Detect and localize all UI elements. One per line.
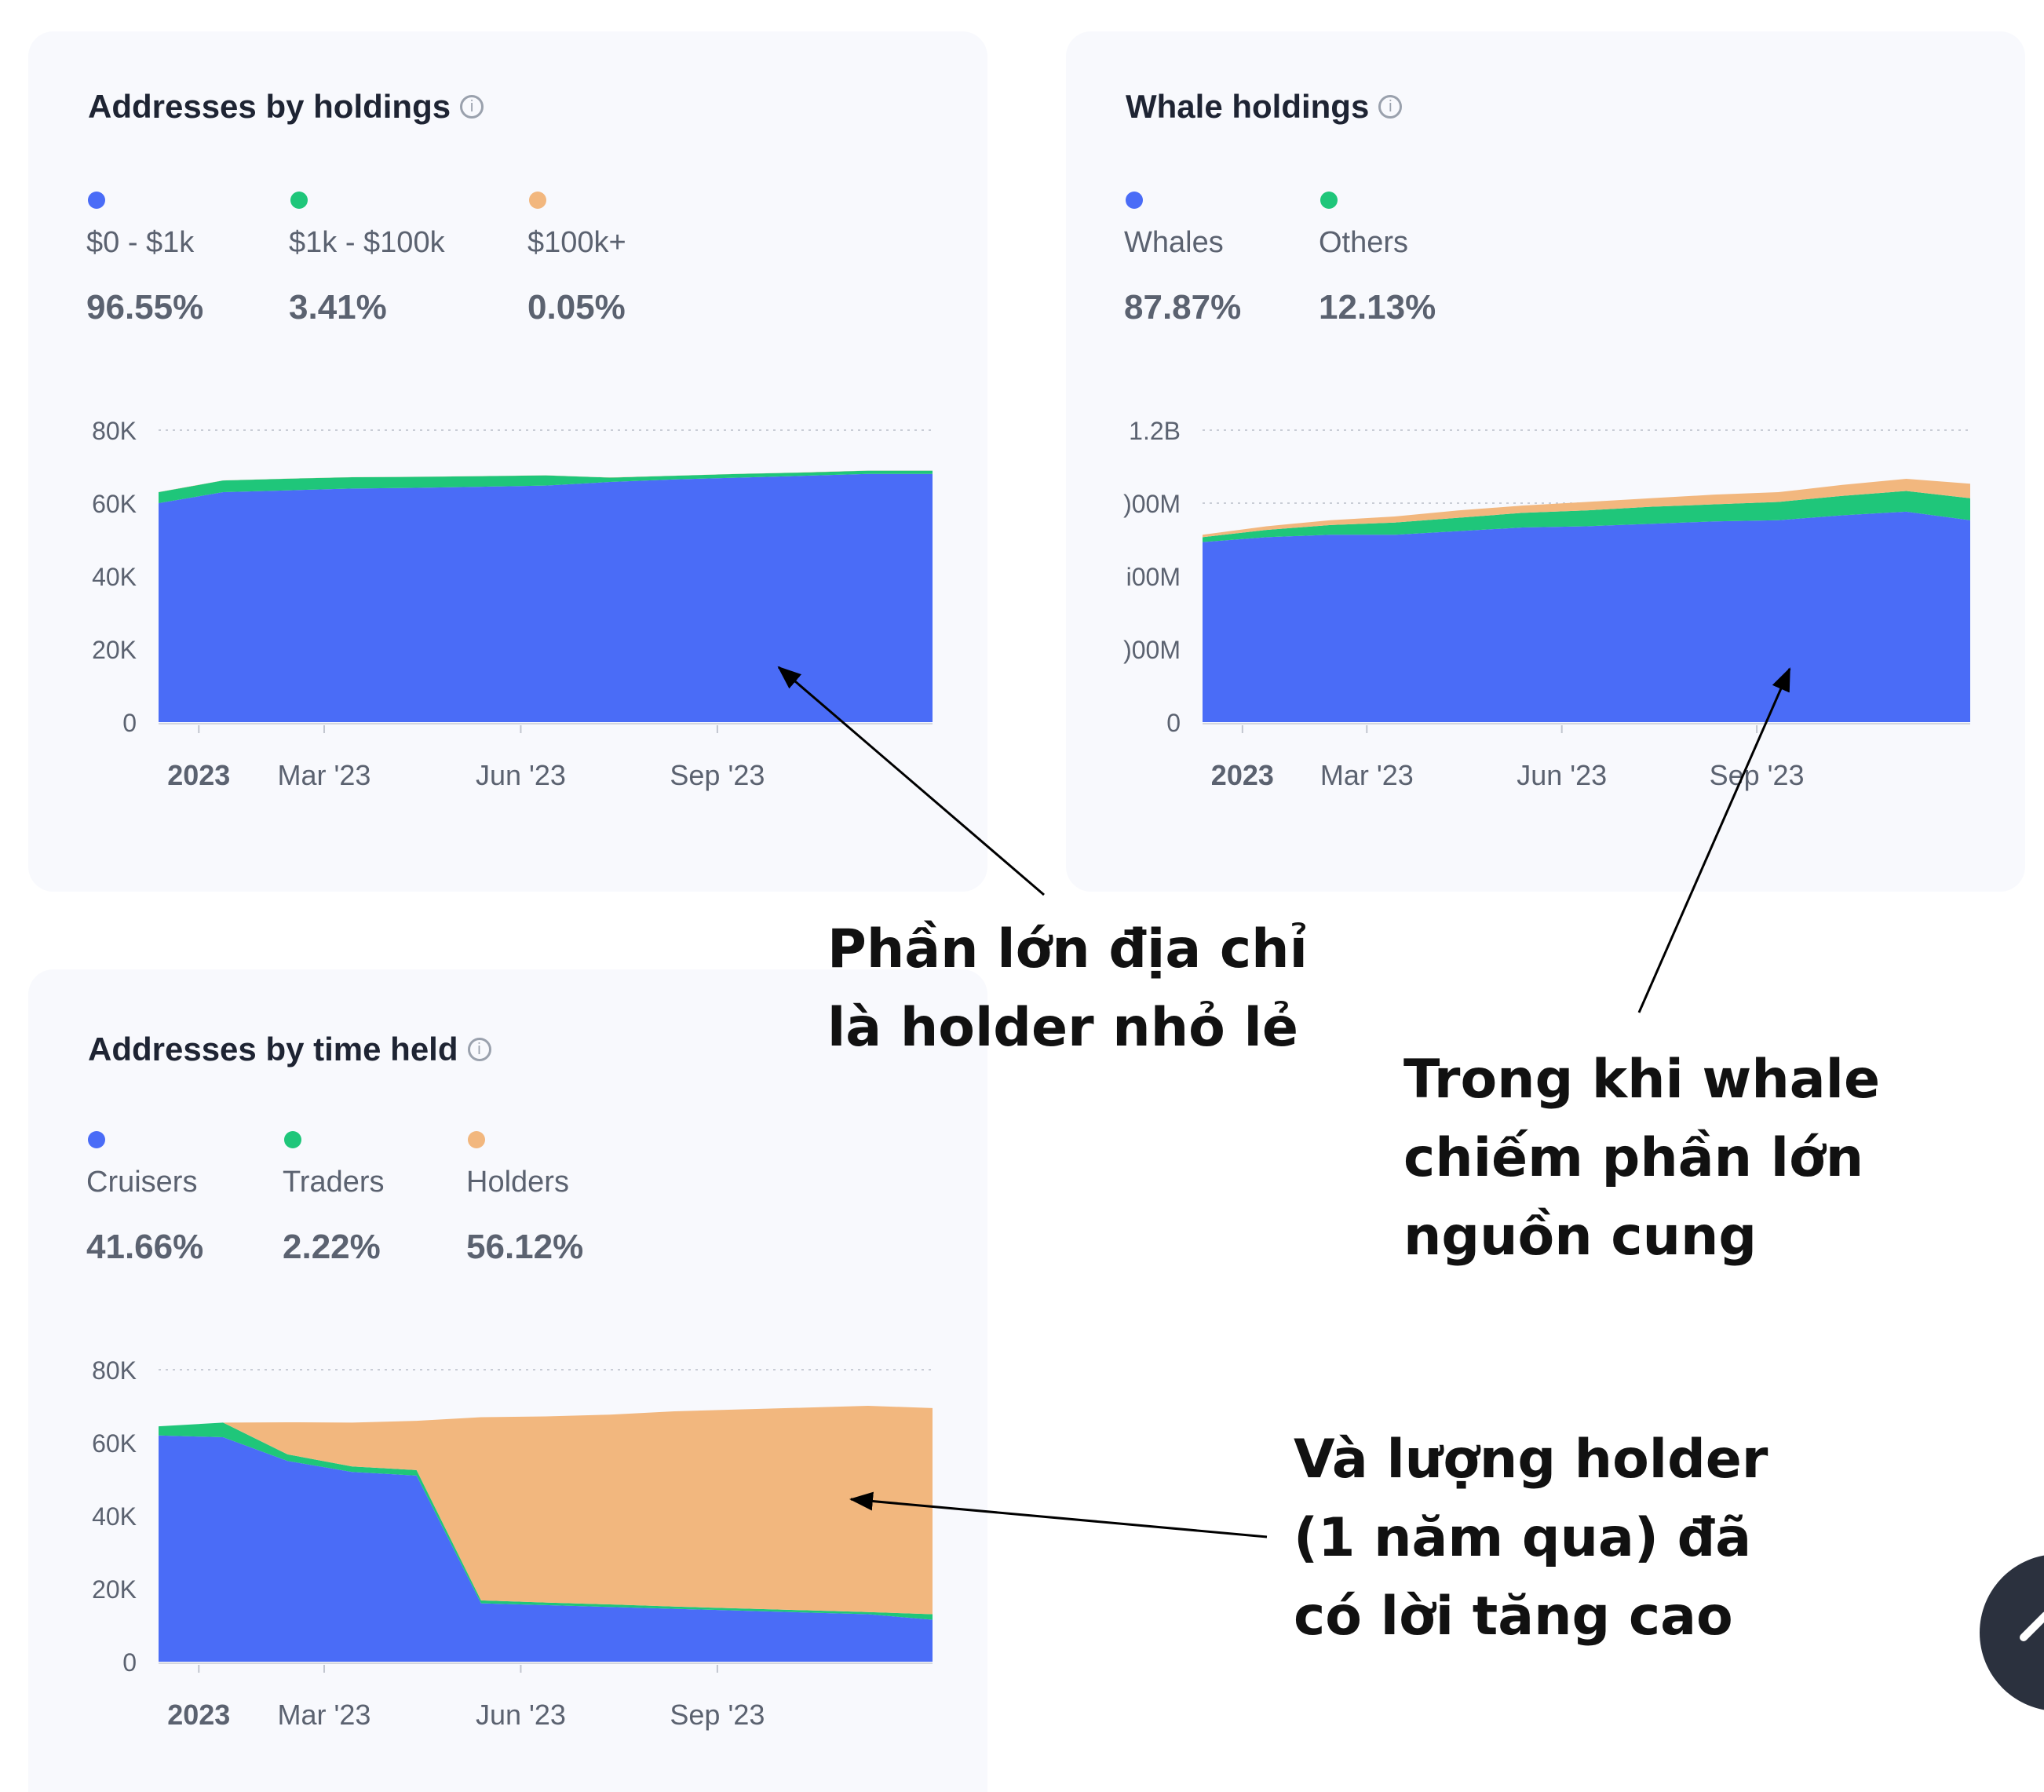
x-tick-label: Jun '23 — [476, 759, 566, 791]
time-held-area-chart[interactable]: 0 20K 40K 60K 80K 2023 Mar '23 Jun '23 Sep '23 — [28, 969, 987, 1792]
card-title: Whale holdings i — [1126, 88, 1403, 126]
legend-item[interactable]: $0 - $1k 96.55% — [86, 192, 203, 327]
legend-label: Cruisers — [86, 1166, 198, 1199]
legend-label: $1k - $100k — [289, 226, 445, 259]
card-title: Addresses by time held i — [88, 1031, 491, 1068]
legend-item[interactable]: $1k - $100k 3.41% — [289, 192, 445, 327]
legend-item[interactable]: Traders 2.22% — [283, 1131, 385, 1267]
annotation-line: Trong khi whale — [1403, 1049, 1881, 1111]
legend-label: Whales — [1124, 226, 1224, 259]
legend-value: 87.87% — [1124, 288, 1242, 327]
annotation-whale-supply: Trong khi whale chiếm phần lớn nguồn cun… — [1403, 1041, 1880, 1276]
annotation-line: có lời tăng cao — [1294, 1586, 1733, 1648]
annotation-line: Và lượng holder — [1294, 1429, 1768, 1491]
annotation-line: chiếm phần lớn — [1403, 1127, 1864, 1189]
x-tick-label: Jun '23 — [1517, 759, 1607, 791]
card-title-text: Whale holdings — [1126, 88, 1370, 125]
annotation-line: Phần lớn địa chỉ — [827, 918, 1308, 980]
legend-dot-icon — [1126, 192, 1143, 209]
info-icon[interactable]: i — [467, 1037, 491, 1061]
addresses-by-time-held-card: Addresses by time held i Cruisers 41.66% … — [28, 969, 987, 1792]
y-tick-label: 0 — [122, 709, 137, 737]
x-tick-label: Sep '23 — [670, 759, 765, 791]
legend-dot-icon — [529, 192, 546, 209]
whale-holdings-card: Whale holdings i Whales 87.87% Others 12.… — [1066, 31, 2025, 892]
legend-item[interactable]: Whales 87.87% — [1124, 192, 1241, 327]
y-tick-label: 80K — [92, 417, 137, 445]
x-tick-label: Mar '23 — [1320, 759, 1414, 791]
legend-dot-icon — [468, 1131, 485, 1148]
y-tick-label: 80K — [92, 1356, 137, 1385]
legend-dot-icon — [284, 1131, 301, 1148]
info-icon[interactable]: i — [1378, 94, 1403, 119]
area-series--100k- — [1203, 479, 1970, 538]
y-tick-label: 40K — [92, 563, 137, 591]
x-tick-label: 2023 — [167, 1699, 230, 1731]
y-tick-label: 40K — [92, 1502, 137, 1531]
annotation-line: là holder nhỏ lẻ — [827, 997, 1298, 1059]
legend-value: 3.41% — [289, 288, 387, 327]
legend-item[interactable]: Cruisers 41.66% — [86, 1131, 203, 1267]
x-tick-label: Mar '23 — [278, 1699, 371, 1731]
info-icon[interactable]: i — [460, 94, 484, 119]
scroll-to-top-button[interactable] — [1980, 1554, 2044, 1711]
legend-label: Traders — [283, 1166, 385, 1199]
legend-label: $100k+ — [527, 226, 626, 259]
card-title-text: Addresses by holdings — [88, 88, 451, 125]
x-tick-label: Mar '23 — [278, 759, 371, 791]
y-tick-label: 20K — [92, 636, 137, 664]
whale-area-chart[interactable]: 0 )00M i00M )00M 1.2B 2023 Mar '23 Jun '23 Sep '… — [1066, 31, 2025, 892]
legend-dot-icon — [290, 192, 308, 209]
area-series--0-1k — [159, 473, 933, 722]
card-title-text: Addresses by time held — [88, 1031, 458, 1068]
legend-label: Holders — [466, 1166, 569, 1199]
annotation-line: nguồn cung — [1403, 1206, 1757, 1268]
y-tick-label: 20K — [92, 1575, 137, 1604]
area-series-others — [1203, 491, 1970, 542]
y-tick-label: 60K — [92, 490, 137, 518]
y-tick-label: )00M — [1123, 490, 1181, 518]
x-tick-label: 2023 — [1211, 759, 1274, 791]
legend-value: 12.13% — [1319, 288, 1436, 327]
x-tick-label: Sep '23 — [1710, 759, 1805, 791]
annotation-holders-profit: Và lượng holder (1 năm qua) đã có lời tă… — [1294, 1421, 1768, 1656]
annotation-small-holders: Phần lớn địa chỉ là holder nhỏ lẻ — [827, 911, 1308, 1068]
area-series-holders — [159, 1406, 933, 1615]
legend-value: 2.22% — [283, 1228, 381, 1266]
x-tick-label: Jun '23 — [476, 1699, 566, 1731]
y-tick-label: 60K — [92, 1429, 137, 1458]
legend-value: 96.55% — [86, 288, 204, 327]
legend-label: Others — [1319, 226, 1409, 259]
y-tick-label: 1.2B — [1129, 417, 1181, 445]
chevron-up-icon — [2020, 1611, 2044, 1641]
legend-dot-icon — [88, 192, 105, 209]
legend-value: 56.12% — [466, 1228, 584, 1266]
legend-value: 0.05% — [527, 288, 626, 327]
legend-item[interactable]: Holders 56.12% — [466, 1131, 583, 1267]
x-tick-label: 2023 — [167, 759, 230, 791]
legend-label: $0 - $1k — [86, 226, 195, 259]
card-title: Addresses by holdings i — [88, 88, 484, 126]
legend-item[interactable]: $100k+ 0.05% — [527, 192, 626, 327]
legend-value: 41.66% — [86, 1228, 204, 1266]
area-series--1k-100k — [159, 470, 933, 503]
x-tick-label: Sep '23 — [670, 1699, 765, 1731]
y-tick-label: i00M — [1126, 563, 1181, 591]
holdings-area-chart[interactable]: 0 20K 40K 60K 80K 2023 Mar '23 Jun '23 Sep '23 — [28, 31, 987, 892]
area-series-whales — [1203, 511, 1970, 722]
area-series-cruisers — [159, 1435, 933, 1662]
legend-dot-icon — [88, 1131, 105, 1148]
area-series-traders — [159, 1422, 933, 1620]
legend-item[interactable]: Others 12.13% — [1319, 192, 1436, 327]
addresses-by-holdings-card: Addresses by holdings i $0 - $1k 96.55% $… — [28, 31, 987, 892]
y-tick-label: 0 — [122, 1648, 137, 1677]
annotation-line: (1 năm qua) đã — [1294, 1507, 1752, 1569]
legend-dot-icon — [1320, 192, 1338, 209]
y-tick-label: 0 — [1166, 709, 1181, 737]
y-tick-label: )00M — [1123, 636, 1181, 664]
